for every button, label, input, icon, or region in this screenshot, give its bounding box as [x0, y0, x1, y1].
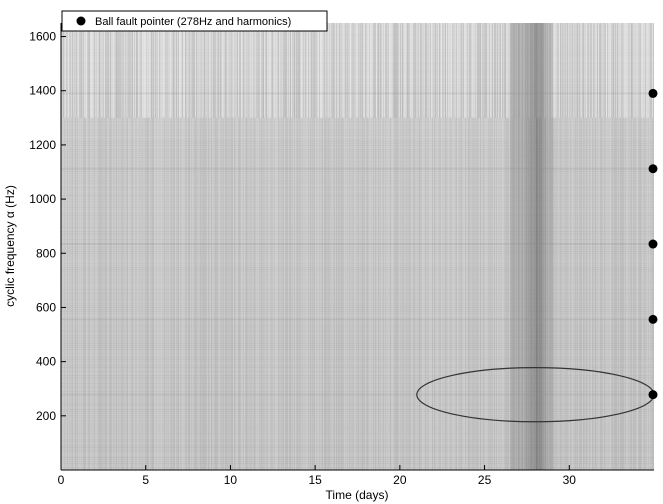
x-tick-label: 15 [308, 473, 322, 487]
x-axis-label: Time (days) [326, 488, 389, 502]
x-tick-label: 0 [58, 473, 65, 487]
x-tick-label: 5 [142, 473, 149, 487]
heatmap [61, 23, 654, 470]
heatmap-harmonic-rows [61, 92, 654, 396]
ball-fault-markers [648, 88, 658, 400]
y-tick-label: 1200 [29, 138, 56, 152]
ball-fault-marker [648, 390, 658, 400]
x-tick-label: 10 [224, 473, 238, 487]
y-tick-label: 200 [36, 409, 56, 423]
heatmap-dark-band [509, 23, 553, 470]
y-tick-label: 1000 [29, 192, 56, 206]
ball-fault-marker [648, 239, 658, 249]
ball-fault-marker [648, 88, 658, 98]
legend-marker-icon [76, 16, 86, 26]
legend-label: Ball fault pointer (278Hz and harmonics) [95, 16, 291, 28]
axes: 0 5 10 15 20 25 30 200 400 600 800 1000 1200 1400 1600 [29, 23, 654, 487]
x-tick-label: 20 [393, 473, 407, 487]
y-tick-label: 600 [36, 300, 56, 314]
ball-fault-marker [648, 314, 658, 324]
legend: Ball fault pointer (278Hz and harmonics) [61, 10, 328, 32]
y-tick-label: 1400 [29, 84, 56, 98]
y-tick-label: 800 [36, 246, 56, 260]
ball-fault-marker [648, 164, 658, 174]
y-tick-label: 400 [36, 355, 56, 369]
x-tick-label: 30 [563, 473, 577, 487]
y-tick-label: 1600 [29, 30, 56, 44]
y-axis-label: cyclic frequency α (Hz) [3, 185, 17, 307]
x-tick-label: 25 [478, 473, 492, 487]
legend-box [61, 10, 328, 32]
